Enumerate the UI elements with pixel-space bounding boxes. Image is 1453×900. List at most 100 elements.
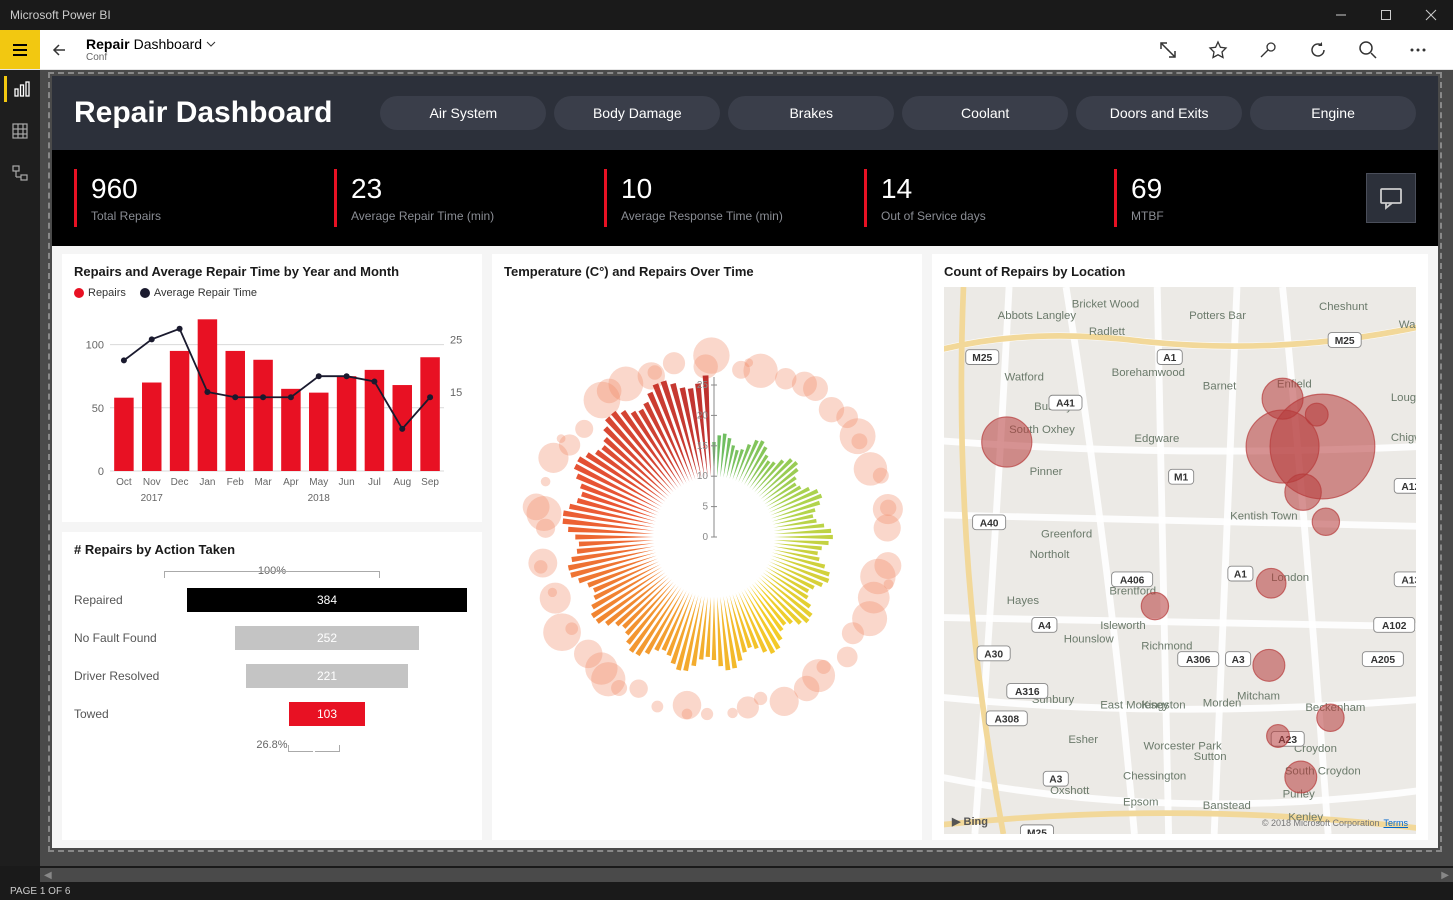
bing-logo-icon: ▶: [952, 816, 964, 828]
svg-text:A406: A406: [1120, 575, 1145, 586]
favorite-icon[interactable]: [1207, 39, 1229, 61]
svg-text:Potters Bar: Potters Bar: [1189, 310, 1246, 322]
map-card[interactable]: Count of Repairs by Location Abbots Lang…: [932, 254, 1428, 840]
map-terms-link[interactable]: Terms: [1384, 818, 1409, 828]
chevron-down-icon: [206, 39, 216, 49]
radial-card[interactable]: Temperature (C°) and Repairs Over Time 0…: [492, 254, 922, 840]
svg-text:Bricket Wood: Bricket Wood: [1072, 299, 1139, 311]
window-minimize[interactable]: [1318, 0, 1363, 30]
svg-text:Watford: Watford: [1005, 371, 1044, 383]
left-rail: [0, 70, 40, 866]
svg-text:25: 25: [450, 334, 462, 346]
svg-text:Northolt: Northolt: [1030, 549, 1071, 561]
svg-text:Aug: Aug: [393, 477, 411, 488]
svg-text:Jan: Jan: [199, 477, 215, 488]
combo-legend: Repairs Average Repair Time: [74, 287, 470, 299]
svg-text:Feb: Feb: [227, 477, 245, 488]
svg-text:A102: A102: [1382, 621, 1407, 632]
svg-text:A3: A3: [1232, 655, 1245, 666]
svg-text:Edgware: Edgware: [1134, 433, 1179, 445]
svg-text:Mitcham: Mitcham: [1237, 691, 1280, 703]
svg-text:Banstead: Banstead: [1203, 800, 1251, 812]
fullscreen-icon[interactable]: [1157, 39, 1179, 61]
svg-text:M25: M25: [1027, 828, 1047, 834]
svg-text:A306: A306: [1186, 655, 1211, 666]
svg-text:Barnet: Barnet: [1203, 381, 1237, 393]
svg-text:Oxshott: Oxshott: [1050, 785, 1090, 797]
svg-text:Morden: Morden: [1203, 697, 1242, 709]
funnel-row[interactable]: No Fault Found252: [74, 623, 470, 653]
funnel-title: # Repairs by Action Taken: [74, 542, 470, 557]
svg-text:20: 20: [697, 410, 709, 421]
svg-text:A316: A316: [1015, 687, 1040, 698]
map-container[interactable]: Abbots LangleyBricket WoodRadlettPotters…: [944, 287, 1416, 834]
svg-text:A205: A205: [1371, 655, 1396, 666]
svg-text:Chessington: Chessington: [1123, 770, 1186, 782]
svg-text:Richmond: Richmond: [1141, 640, 1192, 652]
svg-text:Kentish Town: Kentish Town: [1230, 510, 1297, 522]
dashboard-tab[interactable]: Engine: [1250, 96, 1416, 130]
horizontal-scrollbar[interactable]: ◀▶: [40, 868, 1453, 882]
window-maximize[interactable]: [1363, 0, 1408, 30]
svg-text:100: 100: [86, 340, 104, 352]
svg-text:2018: 2018: [308, 493, 331, 504]
dashboard-tab[interactable]: Body Damage: [554, 96, 720, 130]
svg-text:Hayes: Hayes: [1007, 595, 1040, 607]
dashboard-tab[interactable]: Air System: [380, 96, 546, 130]
svg-text:Dec: Dec: [171, 477, 189, 488]
svg-text:M25: M25: [972, 353, 992, 364]
rail-model-icon[interactable]: [7, 160, 33, 186]
combo-chart[interactable]: 0501001525OctNovDecJanFebMarAprMayJunJul…: [74, 305, 474, 512]
page-title-area[interactable]: Repair Dashboard Conf: [80, 30, 1157, 69]
window-close[interactable]: [1408, 0, 1453, 30]
svg-text:Cheshunt: Cheshunt: [1319, 301, 1369, 313]
svg-text:2017: 2017: [141, 493, 164, 504]
kpi-card: 23Average Repair Time (min): [334, 169, 544, 227]
svg-text:Loughton: Loughton: [1391, 392, 1416, 404]
titlebar: Microsoft Power BI: [0, 0, 1453, 30]
svg-text:A41: A41: [1056, 399, 1075, 410]
more-icon[interactable]: [1407, 39, 1429, 61]
svg-text:Chigwell: Chigwell: [1391, 432, 1416, 444]
svg-text:Epsom: Epsom: [1123, 797, 1158, 809]
back-button[interactable]: [40, 30, 80, 69]
funnel-row[interactable]: Driver Resolved221: [74, 661, 470, 691]
svg-text:Mar: Mar: [254, 477, 272, 488]
hamburger-menu[interactable]: [0, 30, 40, 69]
refresh-icon[interactable]: [1307, 39, 1329, 61]
app-title: Microsoft Power BI: [10, 8, 111, 22]
svg-text:Abbots Langley: Abbots Langley: [998, 310, 1077, 322]
svg-text:Hounslow: Hounslow: [1064, 634, 1115, 646]
dashboard-tab[interactable]: Doors and Exits: [1076, 96, 1242, 130]
kpi-card: 960Total Repairs: [74, 169, 274, 227]
radial-chart[interactable]: 0510152025: [504, 287, 924, 787]
comment-button[interactable]: [1366, 173, 1416, 223]
pin-icon[interactable]: [1257, 39, 1279, 61]
radial-title: Temperature (C°) and Repairs Over Time: [504, 264, 910, 279]
dashboard-header: Repair Dashboard Air SystemBody DamageBr…: [52, 76, 1438, 150]
svg-text:A12: A12: [1401, 482, 1416, 493]
svg-text:Isleworth: Isleworth: [1100, 620, 1146, 632]
report-canvas[interactable]: Repair Dashboard Air SystemBody DamageBr…: [52, 76, 1438, 848]
kpi-row: 960Total Repairs 23Average Repair Time (…: [52, 150, 1438, 246]
page-indicator: PAGE 1 OF 6: [10, 886, 70, 897]
dashboard-tab[interactable]: Coolant: [902, 96, 1068, 130]
svg-text:Sutton: Sutton: [1194, 751, 1227, 763]
kpi-card: 10Average Response Time (min): [604, 169, 804, 227]
search-icon[interactable]: [1357, 39, 1379, 61]
svg-text:A30: A30: [984, 649, 1003, 660]
svg-text:Nov: Nov: [143, 477, 161, 488]
funnel-row[interactable]: Towed103: [74, 699, 470, 729]
svg-text:0: 0: [702, 532, 708, 543]
svg-text:10: 10: [697, 471, 709, 482]
svg-text:A1: A1: [1234, 570, 1247, 581]
svg-text:50: 50: [92, 403, 104, 415]
funnel-bottom-pct: 26.8%: [74, 739, 470, 751]
dashboard-tab[interactable]: Brakes: [728, 96, 894, 130]
svg-text:May: May: [309, 477, 328, 488]
rail-data-icon[interactable]: [7, 118, 33, 144]
funnel-card[interactable]: # Repairs by Action Taken 100% Repaired3…: [62, 532, 482, 840]
rail-report-icon[interactable]: [4, 76, 33, 102]
combo-chart-card[interactable]: Repairs and Average Repair Time by Year …: [62, 254, 482, 522]
funnel-row[interactable]: Repaired384: [74, 585, 470, 615]
